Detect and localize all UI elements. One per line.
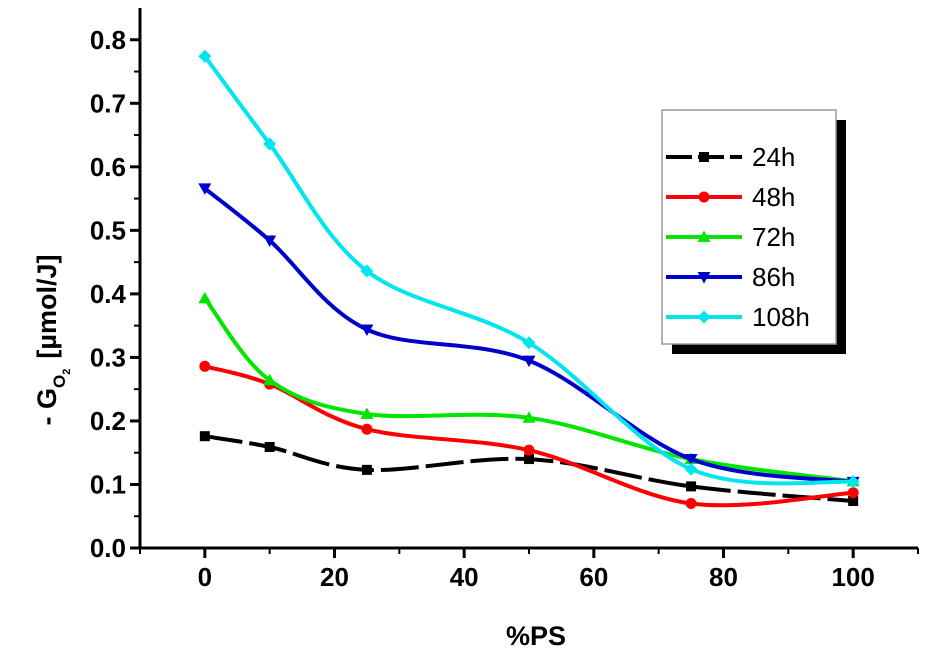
data-point-72h <box>263 373 277 386</box>
legend-label-48h: 48h <box>752 182 795 212</box>
data-point-48h <box>523 444 535 456</box>
legend-box <box>661 109 837 345</box>
y-tick-label: 0.0 <box>90 533 126 563</box>
data-point-108h <box>846 475 860 489</box>
legend-marker-72h <box>697 230 711 242</box>
data-point-86h <box>198 183 212 195</box>
x-tick-label: 80 <box>709 562 738 592</box>
y-tick-label: 0.2 <box>90 406 126 436</box>
series-24h <box>199 431 859 506</box>
data-point-86h <box>684 454 698 466</box>
data-point-24h <box>199 431 210 442</box>
y-tick-label: 0.3 <box>90 342 126 372</box>
series-108h <box>198 49 860 489</box>
data-point-24h <box>848 495 859 506</box>
data-point-108h <box>522 336 536 350</box>
y-tick-label: 0.6 <box>90 152 126 182</box>
x-tick-label: 100 <box>831 562 874 592</box>
y-tick-label: 0.8 <box>90 25 126 55</box>
legend-marker-108h <box>697 310 711 324</box>
data-point-24h <box>264 441 275 452</box>
data-point-24h <box>524 454 534 465</box>
y-tick-label: 0.7 <box>90 88 126 118</box>
legend-marker-48h <box>698 191 710 203</box>
legend-marker-24h <box>699 152 709 162</box>
y-axis-title-units: [µmol/J] <box>32 255 62 359</box>
y-axis-title-prefix: - G <box>32 388 62 426</box>
data-point-72h <box>198 291 212 304</box>
y-tick-label: 0.5 <box>90 215 126 245</box>
data-point-86h <box>522 355 536 368</box>
data-point-86h <box>263 235 277 248</box>
data-point-24h <box>361 464 372 475</box>
series-48h <box>199 360 859 510</box>
data-point-72h <box>522 411 536 423</box>
x-axis-title: %PS <box>506 621 566 651</box>
data-point-48h <box>847 487 859 499</box>
y-axis-title-subsubscript: 2 <box>61 369 73 375</box>
data-point-72h <box>360 407 374 419</box>
legend-marker-86h <box>697 272 711 284</box>
data-point-108h <box>360 264 374 278</box>
data-point-108h <box>684 462 698 476</box>
y-tick-label: 0.1 <box>90 469 126 499</box>
legend-label-24h: 24h <box>752 142 795 172</box>
x-tick-label: 40 <box>450 562 479 592</box>
data-point-24h <box>686 481 697 492</box>
series-layer <box>198 49 860 510</box>
y-tick-label: 0.4 <box>90 279 127 309</box>
data-point-86h <box>360 324 374 336</box>
data-point-48h <box>361 423 373 435</box>
y-axis-title-subscript: O <box>50 375 69 388</box>
svg-text:- GO2[µmol/J]: - GO2 [µmol/J] <box>32 255 73 426</box>
x-tick-label: 20 <box>320 562 349 592</box>
legend-label-72h: 72h <box>752 222 795 252</box>
legend-label-86h: 86h <box>752 262 795 292</box>
data-point-48h <box>199 360 211 372</box>
legend: 24h 48h 72h 86h 108h <box>661 109 846 354</box>
data-point-108h <box>198 49 212 63</box>
data-point-48h <box>685 498 697 510</box>
x-tick-label: 0 <box>198 562 212 592</box>
axes: 0.0 0.1 0.2 0.3 0.4 0.5 0.6 0.7 0.8 0 20 40 60 80 100 <box>90 8 919 592</box>
x-tick-label: 60 <box>579 562 608 592</box>
legend-label-108h: 108h <box>752 302 810 332</box>
data-point-108h <box>263 137 277 151</box>
y-axis-title: - GO2 [µmol/J] <box>32 255 73 426</box>
